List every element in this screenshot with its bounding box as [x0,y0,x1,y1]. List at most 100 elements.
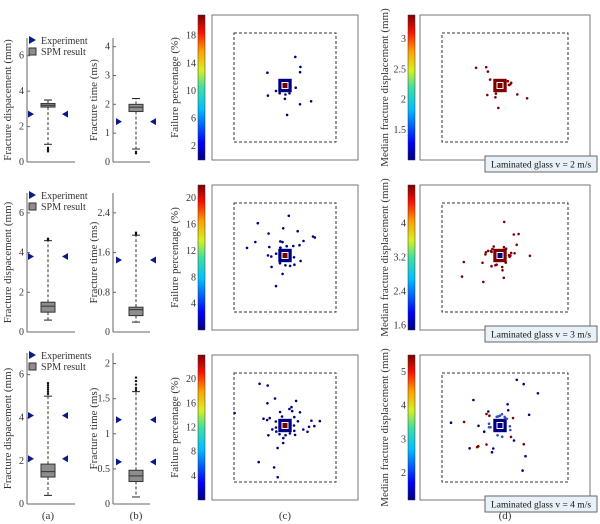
panel-label: (d) [499,510,512,522]
failure-point [496,415,500,418]
failure-point [294,86,298,89]
failure-point [528,254,532,258]
failure-point [488,414,491,418]
failure-point [472,398,475,402]
failure-point [494,263,497,267]
experiment-marker-left [116,256,122,264]
legend-experiment-icon [29,351,36,359]
panel-label: (c) [279,510,292,522]
failure-point [511,416,515,420]
experiment-marker-right [62,253,68,261]
failure-point [281,441,285,445]
failure-point [485,443,488,446]
colorbar-tick-label: 8 [191,447,196,458]
failure-point [496,434,499,437]
experiment-marker-right [150,256,156,264]
failure-point [294,55,297,59]
support-boundary [233,202,337,313]
failure-point [290,409,294,413]
heatmap-d1: 1.5 2 2.5 3 Median fracture displacement (mm… [379,8,598,173]
y-tick-label: 6 [19,208,24,219]
colorbar-tick-label: 6 [191,114,196,125]
failure-point [485,412,488,416]
failure-point [462,260,466,264]
legend-spm-label: SPM result [41,362,86,373]
failure-point [293,415,296,419]
failure-point [484,251,488,254]
failure-point [285,244,289,248]
failure-point [298,243,301,247]
failure-point [492,447,495,450]
failure-point [294,399,298,403]
failure-point [500,412,504,416]
boxplot-b1: 0 1 2 3 4 Fracture time (ms) [88,38,156,168]
heatmap-c1: 2 6 10 14 18 Failure percentage (%) [169,14,359,161]
y-tick-label: 2.4 [98,208,111,219]
failure-point [276,446,279,450]
heatmap-c2: 4 8 12 16 20 Failure percentage (%) [169,184,359,331]
failure-point [502,276,506,280]
failure-center [282,423,288,428]
y-tick-label: 0 [19,327,24,338]
colorbar-tick-label: 12 [186,423,196,434]
failure-point [512,233,516,236]
failure-point [273,397,277,400]
failure-point [267,434,270,437]
experiment-marker-right [150,416,156,424]
colorbar-tick-label: 4 [191,299,196,310]
colorbar-tick-label: 20 [186,374,196,385]
failure-point [281,227,285,230]
colorbar-tick-label: 4 [191,471,196,482]
failure-point [293,433,297,437]
failure-point [270,255,273,258]
y-axis-title: Fracture time (ms) [88,59,100,141]
failure-point [265,418,269,422]
outlier-point [134,376,138,379]
failure-point [268,245,271,249]
colorbar-tick-label: 12 [186,246,196,257]
failure-point [486,70,490,73]
support-boundary [233,32,337,143]
failure-point [527,413,531,417]
colorbar-tick-label: 16 [186,398,196,409]
failure-point [274,426,278,429]
experiment-marker-left [28,455,34,463]
y-tick-label: 1.6 [98,248,111,259]
failure-center [497,83,503,88]
failure-point [313,424,316,428]
outlier-point [134,379,138,383]
support-boundary [441,202,569,313]
failure-point [494,96,497,99]
y-tick-label: 0.5 [98,464,111,475]
failure-point [258,382,261,386]
failure-point [516,93,519,96]
colorbar [407,14,416,161]
y-tick-label: 6 [19,370,24,381]
iqr-box [128,306,144,317]
failure-point [492,245,496,248]
failure-point [474,66,478,70]
failure-point [486,249,490,253]
failure-point [266,384,270,387]
failure-point [270,265,273,269]
outlier-point [134,150,138,154]
experiment-marker-right [150,118,156,126]
failure-point [284,93,287,96]
experiment-marker-right [62,110,68,118]
y-axis-title: Fracture dispacement (mm) [2,367,14,489]
iqr-box [40,301,56,313]
condition-label: Laminated glass v = 3 m/s [491,331,591,341]
failure-point [267,232,270,235]
outlier-point [46,237,50,240]
failure-center [282,253,288,258]
y-tick-label: 4 [19,248,24,259]
panel-label: (b) [130,510,143,522]
failure-point [477,424,480,428]
condition-label-box [484,325,598,343]
y-tick-label: 1.5 [98,394,111,405]
outlier-point [46,150,50,153]
failure-point [512,439,516,442]
condition-label-box [484,155,598,173]
legend-experiment-icon [29,36,36,44]
failure-point [503,415,507,419]
